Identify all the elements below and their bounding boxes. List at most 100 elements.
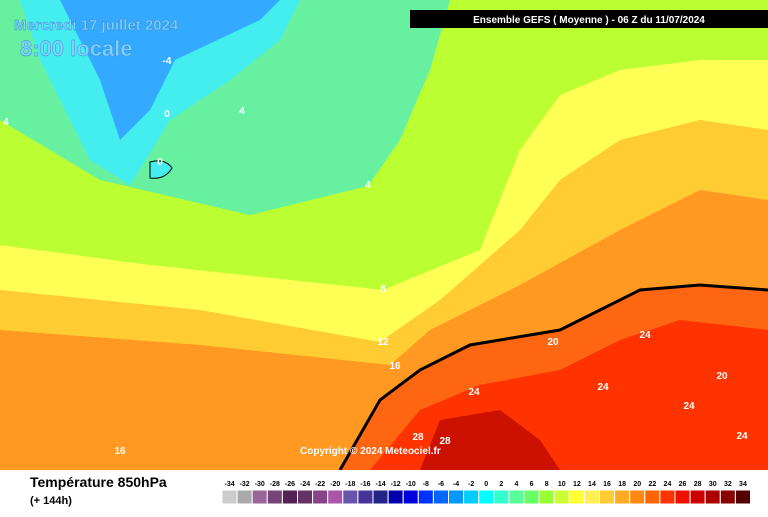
legend-swatch <box>493 489 510 505</box>
legend-label: 12 <box>573 481 581 488</box>
legend-swatch <box>432 489 449 505</box>
legend-label: -22 <box>315 481 325 488</box>
contour-label: 16 <box>389 361 401 372</box>
legend-swatch <box>387 489 404 505</box>
legend-swatch <box>704 489 721 505</box>
legend-swatch <box>659 489 676 505</box>
legend-swatch <box>417 489 434 505</box>
legend-label: -20 <box>330 481 340 488</box>
contour-label: 0 <box>157 157 163 168</box>
legend-label: -2 <box>468 481 474 488</box>
legend-label: -28 <box>270 481 280 488</box>
contour-label: 20 <box>547 337 559 348</box>
legend-label: -24 <box>300 481 310 488</box>
contour-label: 8 <box>380 284 386 295</box>
legend-swatch <box>402 489 419 505</box>
legend-label: 32 <box>724 481 732 488</box>
legend-label: -8 <box>423 481 429 488</box>
header-box <box>410 10 768 28</box>
contour-label: 4 <box>365 180 371 191</box>
legend-label: -26 <box>285 481 295 488</box>
legend-swatch <box>281 489 298 505</box>
contour-label: 4 <box>239 106 245 117</box>
legend-label: 10 <box>558 481 566 488</box>
legend-swatch <box>553 489 570 505</box>
footer-lead: (+ 144h) <box>30 495 72 507</box>
legend-label: 4 <box>514 481 518 488</box>
legend-swatch <box>327 489 344 505</box>
contour-label: 24 <box>468 387 480 398</box>
legend-label: 8 <box>545 481 549 488</box>
legend-label: 26 <box>679 481 687 488</box>
contour-label: 4 <box>3 117 9 128</box>
copyright: Copyright © 2024 Meteociel.fr <box>300 446 441 457</box>
legend-label: -34 <box>224 481 234 488</box>
legend-swatch <box>251 489 268 505</box>
contour-label: 24 <box>736 431 748 442</box>
legend-swatch <box>236 489 253 505</box>
contour-label: 16 <box>114 446 126 457</box>
legend-swatch <box>357 489 374 505</box>
legend-label: -30 <box>255 481 265 488</box>
legend-swatch <box>478 489 495 505</box>
contour-label: 28 <box>412 432 424 443</box>
contour-label: 24 <box>639 330 651 341</box>
contour-label: 0 <box>164 109 170 120</box>
footer-title: Température 850hPa <box>30 474 167 490</box>
legend-label: -32 <box>240 481 250 488</box>
legend-label: -12 <box>391 481 401 488</box>
legend-swatch <box>568 489 585 505</box>
legend-swatch <box>689 489 706 505</box>
legend-swatch <box>629 489 646 505</box>
legend-label: 30 <box>709 481 717 488</box>
isotherm-20 <box>338 283 768 471</box>
legend-swatch <box>297 489 314 505</box>
zone-28 <box>420 410 560 470</box>
contour-label: 24 <box>683 401 695 412</box>
iceland <box>149 160 173 179</box>
legend-label: -16 <box>360 481 370 488</box>
legend-swatch <box>674 489 691 505</box>
legend-label: 14 <box>588 481 596 488</box>
legend-swatch <box>644 489 661 505</box>
legend-label: 34 <box>739 481 747 488</box>
legend-swatch <box>599 489 616 505</box>
legend-label: 24 <box>664 481 672 488</box>
legend-label: -4 <box>453 481 459 488</box>
legend-label: -10 <box>406 481 416 488</box>
legend-swatch <box>342 489 359 505</box>
legend-swatch <box>448 489 465 505</box>
model-run: Ensemble GEFS ( Moyenne ) - 06 Z du 11/0… <box>473 15 705 26</box>
legend-swatch <box>266 489 283 505</box>
legend-swatch <box>523 489 540 505</box>
legend-swatch <box>734 489 752 505</box>
legend-label: 18 <box>618 481 626 488</box>
legend-label: -6 <box>438 481 444 488</box>
legend-swatch <box>508 489 525 505</box>
contour-label: 12 <box>377 337 389 348</box>
legend-label: 28 <box>694 481 702 488</box>
legend-label: -14 <box>375 481 385 488</box>
date: Mercredi 17 juillet 2024 <box>14 17 179 34</box>
legend-label: 22 <box>648 481 656 488</box>
legend-label: 6 <box>530 481 534 488</box>
zone-minus-4 <box>60 0 280 140</box>
contour-label: -4 <box>163 56 172 67</box>
legend-swatch <box>719 489 736 505</box>
legend-label: 16 <box>603 481 611 488</box>
legend-swatch <box>614 489 631 505</box>
legend-swatch <box>538 489 555 505</box>
legend-swatch <box>372 489 389 505</box>
legend-swatch <box>221 489 238 505</box>
legend-swatch <box>583 489 601 505</box>
legend-label: -18 <box>345 481 355 488</box>
legend-swatch <box>463 489 480 505</box>
contour-label: 24 <box>597 382 609 393</box>
local-time: 8:00 locale <box>20 36 133 61</box>
legend-swatch <box>312 489 329 505</box>
contour-label: 28 <box>439 436 451 447</box>
legend-label: 20 <box>633 481 641 488</box>
legend-label: 2 <box>499 481 503 488</box>
